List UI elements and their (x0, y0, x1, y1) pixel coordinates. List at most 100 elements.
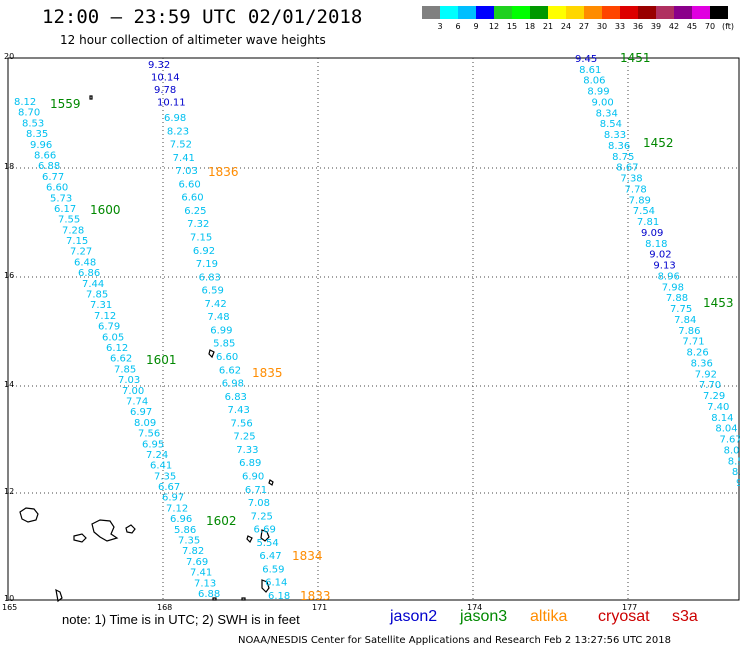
swh-value: 7.00 (122, 386, 144, 397)
colorbar-swatch (638, 6, 656, 19)
colorbar-label: 42 (668, 22, 680, 31)
colorbar-label: 36 (632, 22, 644, 31)
swh-value: 8.12 (14, 97, 36, 108)
swh-value: 7.03 (176, 166, 198, 177)
swh-value: 6.79 (98, 322, 120, 333)
swh-value: 8.14 (711, 413, 733, 424)
units-note: note: 1) Time is in UTC; 2) SWH is in fe… (62, 612, 300, 627)
swh-value: 7.38 (620, 174, 642, 185)
island-outline (208, 349, 215, 359)
swh-value: 7.42 (204, 299, 226, 310)
map-frame (7, 57, 740, 601)
swh-value: 8.26 (686, 348, 708, 359)
swh-value: 6.12 (106, 343, 128, 354)
island-outline (260, 529, 270, 542)
swh-value: 10.11 (157, 98, 186, 109)
swh-value: 8.05 (724, 445, 740, 456)
swh-value: 6.96 (170, 514, 192, 525)
island-outline (261, 579, 270, 593)
pass-time-label: 1836 (208, 165, 239, 179)
swh-value: 10.14 (151, 73, 180, 84)
swh-value: 6.59 (202, 286, 224, 297)
pass-time-label: 1601 (146, 353, 177, 367)
island-outlines (19, 95, 274, 603)
colorbar-swatch (674, 6, 692, 19)
swh-value: 8.53 (22, 118, 44, 129)
swh-value: 8.04 (715, 424, 737, 435)
colorbar-swatch (512, 6, 530, 19)
swh-value: 6.60 (178, 179, 200, 190)
swh-value: 7.81 (637, 217, 659, 228)
swh-value: 7.84 (674, 315, 696, 326)
swh-value: 7.48 (207, 312, 229, 323)
colorbar-swatch (692, 6, 710, 19)
satellite-legend-jason2: jason2 (390, 608, 438, 625)
swh-value: 8.34 (596, 108, 618, 119)
swh-value: 6.41 (150, 461, 172, 472)
latitude-label: 18 (4, 162, 15, 171)
colorbar-label: 39 (650, 22, 662, 31)
swh-value: 7.41 (173, 153, 195, 164)
swh-value: 6.47 (259, 551, 281, 562)
swh-value: 6.95 (142, 439, 164, 450)
colorbar-swatch (530, 6, 548, 19)
island-outline (55, 588, 63, 603)
map-title: 12:00 – 23:59 UTC 02/01/2018 (42, 6, 363, 28)
latitude-label: 14 (4, 380, 15, 389)
swh-value: 7.19 (196, 259, 218, 270)
swh-value: 6.98 (164, 113, 186, 124)
swh-value: 6.97 (162, 493, 184, 504)
swh-value: 7.54 (633, 206, 655, 217)
swh-value: 9.13 (653, 261, 675, 272)
swh-value: 6.88 (38, 161, 60, 172)
swh-value: 5.86 (174, 525, 196, 536)
colorbar-label: 9 (473, 22, 479, 31)
swh-value: 8.54 (600, 119, 622, 130)
latitude-label: 10 (4, 594, 15, 603)
island-outline (89, 95, 93, 100)
swh-value: 7.52 (170, 140, 192, 151)
swh-value: 7.56 (138, 429, 160, 440)
swh-value: 7.15 (66, 236, 88, 247)
swh-value: 6.18 (268, 591, 290, 602)
swh-value: 6.17 (54, 204, 76, 215)
swh-value: 7.44 (82, 279, 104, 290)
colorbar-label: 15 (506, 22, 518, 31)
swh-value: 8.61 (579, 65, 601, 76)
swh-value: 7.88 (666, 293, 688, 304)
swh-value: 7.25 (251, 511, 273, 522)
swh-value: 6.62 (219, 365, 241, 376)
swh-value: 7.03 (118, 375, 140, 386)
pass-time-label: 1453 (703, 296, 734, 310)
swh-value: 7.85 (114, 364, 136, 375)
swh-value: 8.36 (608, 141, 630, 152)
swh-value: 7.25 (233, 432, 255, 443)
longitude-label: 165 (2, 603, 18, 612)
swh-value: 7.35 (178, 536, 200, 547)
swh-value: 7.24 (146, 450, 168, 461)
satellite-legend-jason3: jason3 (460, 608, 508, 625)
swh-value: 6.60 (181, 193, 203, 204)
swh-value: 8.75 (612, 152, 634, 163)
swh-value: 6.98 (222, 379, 244, 390)
swh-value: 7.40 (707, 402, 729, 413)
pass-time-label: 1451 (620, 51, 651, 65)
latitude-label: 12 (4, 487, 15, 496)
swh-value: 7.98 (662, 282, 684, 293)
swh-value: 7.55 (58, 215, 80, 226)
swh-value: 7.32 (187, 219, 209, 230)
longitude-label: 168 (157, 603, 173, 612)
swh-value: 6.83 (225, 392, 247, 403)
swh-value: 7.12 (94, 311, 116, 322)
swh-value: 9.32 (148, 60, 170, 71)
colorbar-swatch (656, 6, 674, 19)
swh-value: 5.85 (213, 339, 235, 350)
colorbar-label: 18 (524, 22, 536, 31)
swh-value: 6.89 (239, 458, 261, 469)
swh-value: 8.36 (691, 358, 713, 369)
swh-value: 8.18 (645, 239, 667, 250)
swh-value: 7.86 (678, 326, 700, 337)
colorbar-swatch (620, 6, 638, 19)
colorbar-label: 24 (560, 22, 572, 31)
